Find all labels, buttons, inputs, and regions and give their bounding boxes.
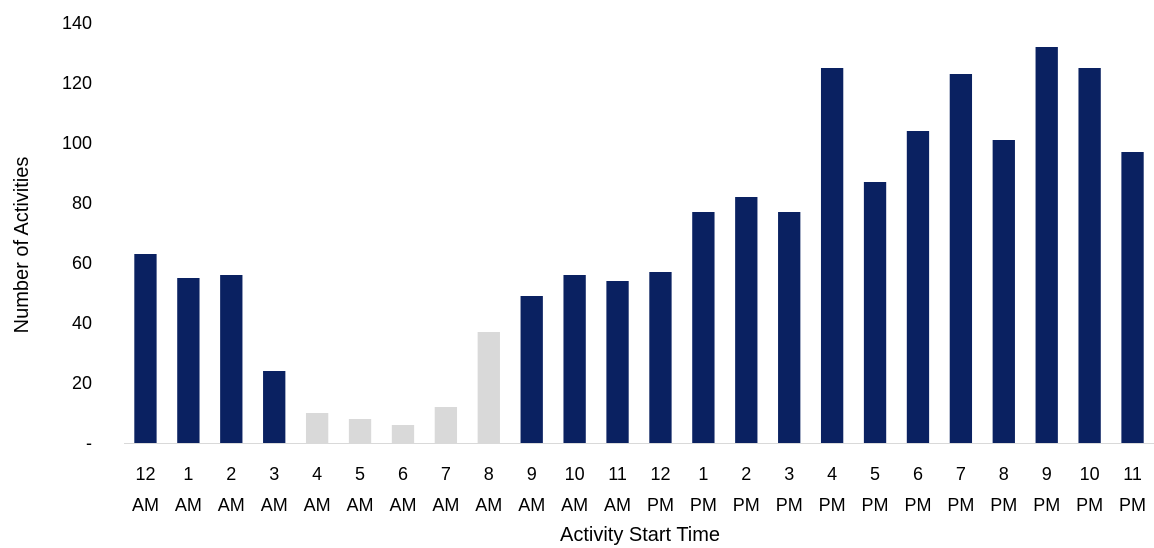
- bar: [1121, 152, 1144, 443]
- y-axis-ticks: - 20 40 60 80 100 120 140: [62, 13, 92, 453]
- bar: [778, 212, 801, 443]
- y-tick-label: -: [86, 433, 92, 453]
- bar: [606, 281, 629, 443]
- x-tick-hour: 11: [608, 464, 627, 484]
- y-tick-label: 100: [62, 133, 92, 153]
- x-tick-hour: 1: [698, 464, 708, 484]
- bar: [305, 413, 329, 443]
- x-tick-hour: 5: [870, 464, 880, 484]
- x-tick-period: PM: [647, 495, 674, 515]
- bar: [563, 275, 586, 443]
- x-tick-hour: 7: [441, 464, 451, 484]
- bar: [1078, 68, 1101, 443]
- x-tick-period: AM: [389, 495, 416, 515]
- x-tick-period: AM: [604, 495, 631, 515]
- bar: [949, 74, 973, 443]
- x-tick-hour: 6: [913, 464, 923, 484]
- x-tick-period: PM: [1076, 495, 1103, 515]
- x-tick-hour: 10: [565, 464, 585, 484]
- bar: [177, 278, 200, 443]
- y-tick-label: 120: [62, 73, 92, 93]
- x-tick-hour: 9: [1042, 464, 1052, 484]
- x-tick-period: AM: [347, 495, 374, 515]
- bar: [434, 407, 458, 443]
- y-tick-label: 20: [72, 373, 92, 393]
- x-axis-ticks: 12AM1AM2AM3AM4AM5AM6AM7AM8AM9AM10AM11AM1…: [132, 464, 1146, 515]
- x-tick-hour: 6: [398, 464, 408, 484]
- bar: [220, 275, 243, 443]
- bar: [649, 272, 672, 443]
- bar: [1035, 47, 1058, 443]
- x-tick-period: AM: [261, 495, 288, 515]
- x-tick-hour: 4: [827, 464, 837, 484]
- bar: [992, 140, 1015, 443]
- x-tick-period: AM: [132, 495, 159, 515]
- x-tick-hour: 9: [527, 464, 537, 484]
- x-tick-period: PM: [1119, 495, 1146, 515]
- bar: [348, 419, 372, 443]
- y-tick-label: 60: [72, 253, 92, 273]
- bar: [863, 182, 887, 443]
- x-tick-hour: 7: [956, 464, 966, 484]
- x-tick-period: PM: [819, 495, 846, 515]
- x-tick-hour: 4: [312, 464, 322, 484]
- x-tick-period: PM: [690, 495, 717, 515]
- bar: [134, 254, 157, 443]
- x-tick-period: AM: [475, 495, 502, 515]
- x-tick-period: PM: [947, 495, 974, 515]
- bar: [735, 197, 758, 443]
- x-tick-period: PM: [776, 495, 803, 515]
- x-tick-period: PM: [904, 495, 931, 515]
- x-tick-period: PM: [733, 495, 760, 515]
- x-tick-period: PM: [1033, 495, 1060, 515]
- x-tick-period: AM: [175, 495, 202, 515]
- bar: [477, 332, 500, 443]
- x-tick-period: PM: [990, 495, 1017, 515]
- x-tick-hour: 12: [650, 464, 670, 484]
- y-tick-label: 40: [72, 313, 92, 333]
- y-axis-title: Number of Activities: [11, 157, 33, 334]
- x-tick-hour: 10: [1080, 464, 1100, 484]
- bar: [520, 296, 543, 443]
- x-tick-period: AM: [218, 495, 245, 515]
- x-tick-hour: 12: [135, 464, 155, 484]
- bar: [820, 68, 844, 443]
- y-tick-label: 80: [72, 193, 92, 213]
- x-tick-hour: 8: [484, 464, 494, 484]
- bars: [134, 47, 1144, 443]
- x-tick-hour: 1: [183, 464, 193, 484]
- x-tick-hour: 11: [1123, 464, 1142, 484]
- x-tick-hour: 3: [269, 464, 279, 484]
- x-axis-title: Activity Start Time: [560, 524, 720, 546]
- x-tick-period: AM: [518, 495, 545, 515]
- x-tick-period: AM: [561, 495, 588, 515]
- x-tick-period: AM: [304, 495, 331, 515]
- x-tick-hour: 3: [784, 464, 794, 484]
- x-tick-period: PM: [862, 495, 889, 515]
- bar: [263, 371, 286, 443]
- x-tick-hour: 8: [999, 464, 1009, 484]
- x-tick-period: AM: [432, 495, 459, 515]
- x-tick-hour: 2: [226, 464, 236, 484]
- bar: [391, 425, 415, 443]
- bar: [692, 212, 715, 443]
- bar: [906, 131, 930, 443]
- y-tick-label: 140: [62, 13, 92, 33]
- x-tick-hour: 2: [741, 464, 751, 484]
- x-tick-hour: 5: [355, 464, 365, 484]
